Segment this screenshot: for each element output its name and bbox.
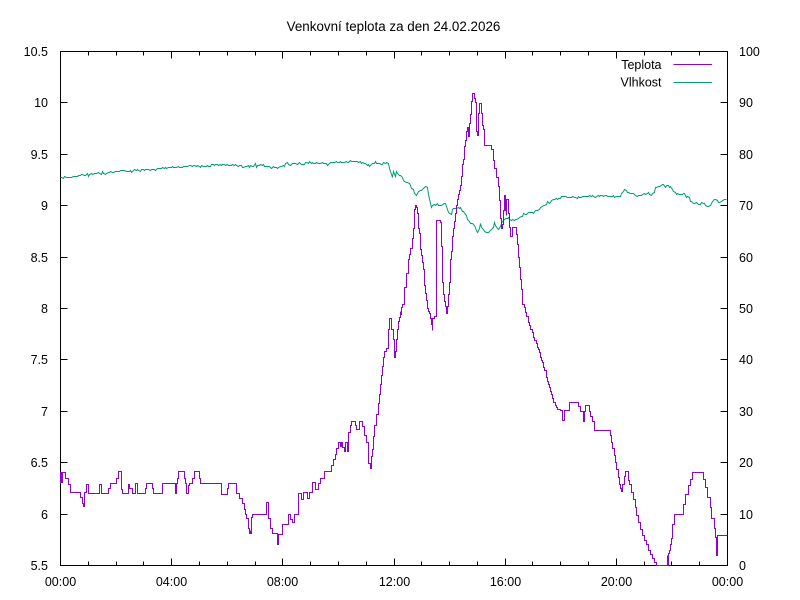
svg-text:12:00: 12:00: [379, 575, 410, 589]
svg-text:50: 50: [739, 302, 753, 316]
svg-text:Vlhkost: Vlhkost: [621, 76, 663, 90]
svg-text:00:00: 00:00: [45, 575, 76, 589]
svg-text:8.5: 8.5: [31, 251, 48, 265]
svg-text:Venkovní teplota za den 24.02.: Venkovní teplota za den 24.02.2026: [287, 19, 501, 34]
svg-text:40: 40: [739, 353, 753, 367]
svg-text:16:00: 16:00: [490, 575, 521, 589]
svg-text:08:00: 08:00: [267, 575, 298, 589]
svg-text:7.5: 7.5: [31, 353, 48, 367]
svg-text:9: 9: [41, 199, 48, 213]
svg-text:8: 8: [41, 302, 48, 316]
svg-text:7: 7: [41, 405, 48, 419]
svg-text:5.5: 5.5: [31, 559, 48, 573]
svg-text:00:00: 00:00: [712, 575, 743, 589]
svg-text:0: 0: [739, 559, 746, 573]
svg-text:6.5: 6.5: [31, 456, 48, 470]
svg-text:60: 60: [739, 251, 753, 265]
svg-text:20:00: 20:00: [601, 575, 632, 589]
svg-text:9.5: 9.5: [31, 148, 48, 162]
svg-text:10: 10: [739, 508, 753, 522]
svg-text:Teplota: Teplota: [621, 58, 661, 72]
svg-text:30: 30: [739, 405, 753, 419]
svg-text:20: 20: [739, 456, 753, 470]
svg-text:90: 90: [739, 96, 753, 110]
svg-text:6: 6: [41, 508, 48, 522]
svg-text:10: 10: [34, 96, 48, 110]
svg-text:10.5: 10.5: [24, 45, 48, 59]
svg-text:100: 100: [739, 45, 760, 59]
svg-text:80: 80: [739, 148, 753, 162]
svg-text:04:00: 04:00: [156, 575, 187, 589]
svg-text:70: 70: [739, 199, 753, 213]
